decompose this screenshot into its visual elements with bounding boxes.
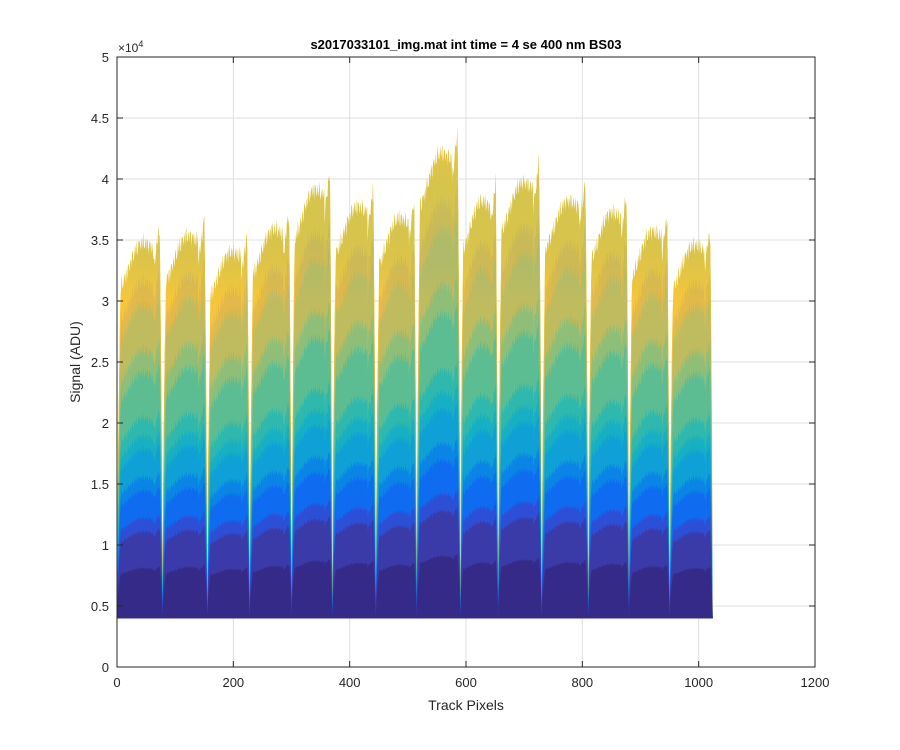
y-tick-label: 3.5 [91, 233, 109, 248]
baseline-band [117, 616, 713, 619]
y-tick-label: 1.5 [91, 477, 109, 492]
x-tick-label: 1200 [801, 675, 830, 690]
y-exponent-base: ×10 [118, 41, 139, 55]
y-exponent-label: ×104 [118, 39, 143, 55]
signal-highlight [117, 127, 713, 619]
y-tick-label: 4.5 [91, 111, 109, 126]
y-tick-label: 3 [102, 294, 109, 309]
x-tick-label: 600 [455, 675, 477, 690]
x-tick-label: 800 [571, 675, 593, 690]
x-tick-label: 200 [222, 675, 244, 690]
chart-title: s2017033101_img.mat int time = 4 se 400 … [310, 37, 621, 52]
y-exponent-power: 4 [138, 39, 143, 49]
y-tick-label: 0 [102, 660, 109, 675]
x-axis: 0 200 400 600 800 1000 1200 [113, 57, 829, 690]
y-tick-label: 2 [102, 416, 109, 431]
x-tick-label: 1000 [684, 675, 713, 690]
y-tick-label: 1 [102, 538, 109, 553]
x-tick-label: 400 [339, 675, 361, 690]
y-axis: 0 0.5 1 1.5 2 2.5 3 3.5 4 4.5 5 [91, 50, 815, 675]
y-tick-label: 2.5 [91, 355, 109, 370]
y-tick-label: 4 [102, 172, 109, 187]
x-tick-label: 0 [113, 675, 120, 690]
y-tick-label: 0.5 [91, 599, 109, 614]
y-tick-label: 5 [102, 50, 109, 65]
y-axis-label: Signal (ADU) [67, 321, 83, 403]
x-axis-label: Track Pixels [428, 697, 504, 713]
data-area-series [117, 127, 713, 619]
